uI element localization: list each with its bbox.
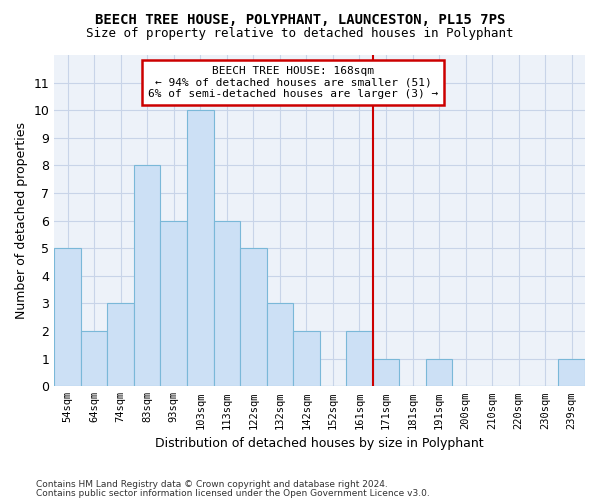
Bar [559,358,585,386]
Bar [134,166,160,386]
Y-axis label: Number of detached properties: Number of detached properties [15,122,28,319]
Bar [187,110,214,386]
Text: Size of property relative to detached houses in Polyphant: Size of property relative to detached ho… [86,28,514,40]
Bar [373,358,399,386]
X-axis label: Distribution of detached houses by size in Polyphant: Distribution of detached houses by size … [155,437,484,450]
Bar [214,220,240,386]
Bar [346,331,373,386]
Bar [81,331,107,386]
Bar [426,358,452,386]
Bar [54,248,81,386]
Bar [293,331,320,386]
Bar [240,248,266,386]
Bar [107,304,134,386]
Text: BEECH TREE HOUSE: 168sqm
← 94% of detached houses are smaller (51)
6% of semi-de: BEECH TREE HOUSE: 168sqm ← 94% of detach… [148,66,438,99]
Text: Contains public sector information licensed under the Open Government Licence v3: Contains public sector information licen… [36,488,430,498]
Text: BEECH TREE HOUSE, POLYPHANT, LAUNCESTON, PL15 7PS: BEECH TREE HOUSE, POLYPHANT, LAUNCESTON,… [95,12,505,26]
Bar [266,304,293,386]
Text: Contains HM Land Registry data © Crown copyright and database right 2024.: Contains HM Land Registry data © Crown c… [36,480,388,489]
Bar [160,220,187,386]
